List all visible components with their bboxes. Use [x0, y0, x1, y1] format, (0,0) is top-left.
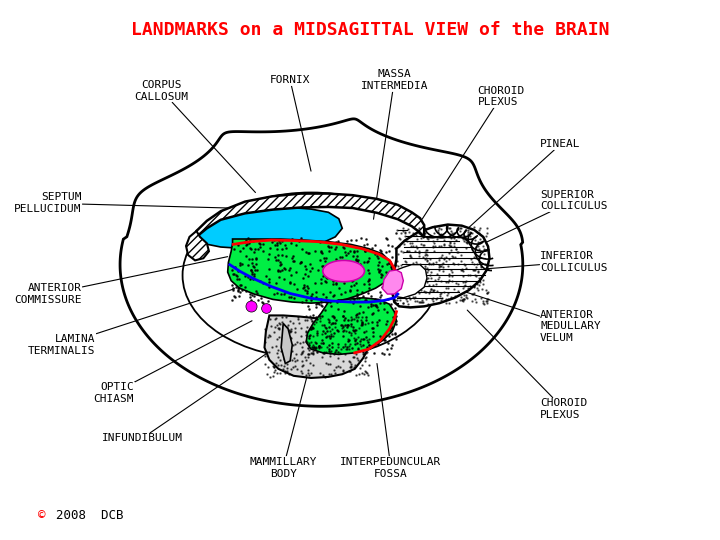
Text: INTERPEDUNCULAR
FOSSA: INTERPEDUNCULAR FOSSA	[341, 363, 441, 478]
Text: CHOROID
PLEXUS: CHOROID PLEXUS	[467, 310, 588, 420]
Text: 2008  DCB: 2008 DCB	[56, 509, 124, 522]
Text: MASSA
INTERMEDIA: MASSA INTERMEDIA	[361, 70, 428, 219]
Text: OPTIC
CHIASM: OPTIC CHIASM	[94, 321, 252, 404]
Polygon shape	[186, 231, 209, 260]
Text: INFERIOR
COLLICULUS: INFERIOR COLLICULUS	[471, 251, 608, 273]
Polygon shape	[195, 207, 342, 248]
Polygon shape	[264, 315, 369, 378]
Text: CORPUS
CALLOSUM: CORPUS CALLOSUM	[135, 80, 256, 192]
Polygon shape	[395, 265, 427, 298]
Text: ANTERIOR
COMMISSURE: ANTERIOR COMMISSURE	[14, 256, 228, 305]
Text: CHOROID
PLEXUS: CHOROID PLEXUS	[422, 85, 525, 219]
Text: ANTERIOR
MEDULLARY
VELUM: ANTERIOR MEDULLARY VELUM	[464, 292, 601, 343]
Polygon shape	[382, 270, 403, 294]
Polygon shape	[120, 119, 523, 406]
Polygon shape	[228, 239, 392, 303]
Text: SUPERIOR
COLLICULUS: SUPERIOR COLLICULUS	[467, 190, 608, 251]
Ellipse shape	[323, 260, 364, 282]
Text: LANDMARKS on a MIDSAGITTAL VIEW of the BRAIN: LANDMARKS on a MIDSAGITTAL VIEW of the B…	[131, 22, 609, 39]
Polygon shape	[281, 323, 292, 363]
Polygon shape	[197, 193, 424, 238]
Text: ©: ©	[38, 509, 45, 522]
Text: PINEAL: PINEAL	[460, 139, 580, 235]
Text: LAMINA
TERMINALIS: LAMINA TERMINALIS	[28, 289, 235, 356]
Text: MAMMILLARY
BODY: MAMMILLARY BODY	[250, 361, 317, 478]
Polygon shape	[306, 298, 397, 354]
Text: SEPTUM
PELLUCIDUM: SEPTUM PELLUCIDUM	[14, 192, 248, 214]
Polygon shape	[392, 225, 490, 307]
Text: INFUNDIBULUM: INFUNDIBULUM	[102, 342, 283, 443]
Text: FORNIX: FORNIX	[270, 75, 311, 171]
